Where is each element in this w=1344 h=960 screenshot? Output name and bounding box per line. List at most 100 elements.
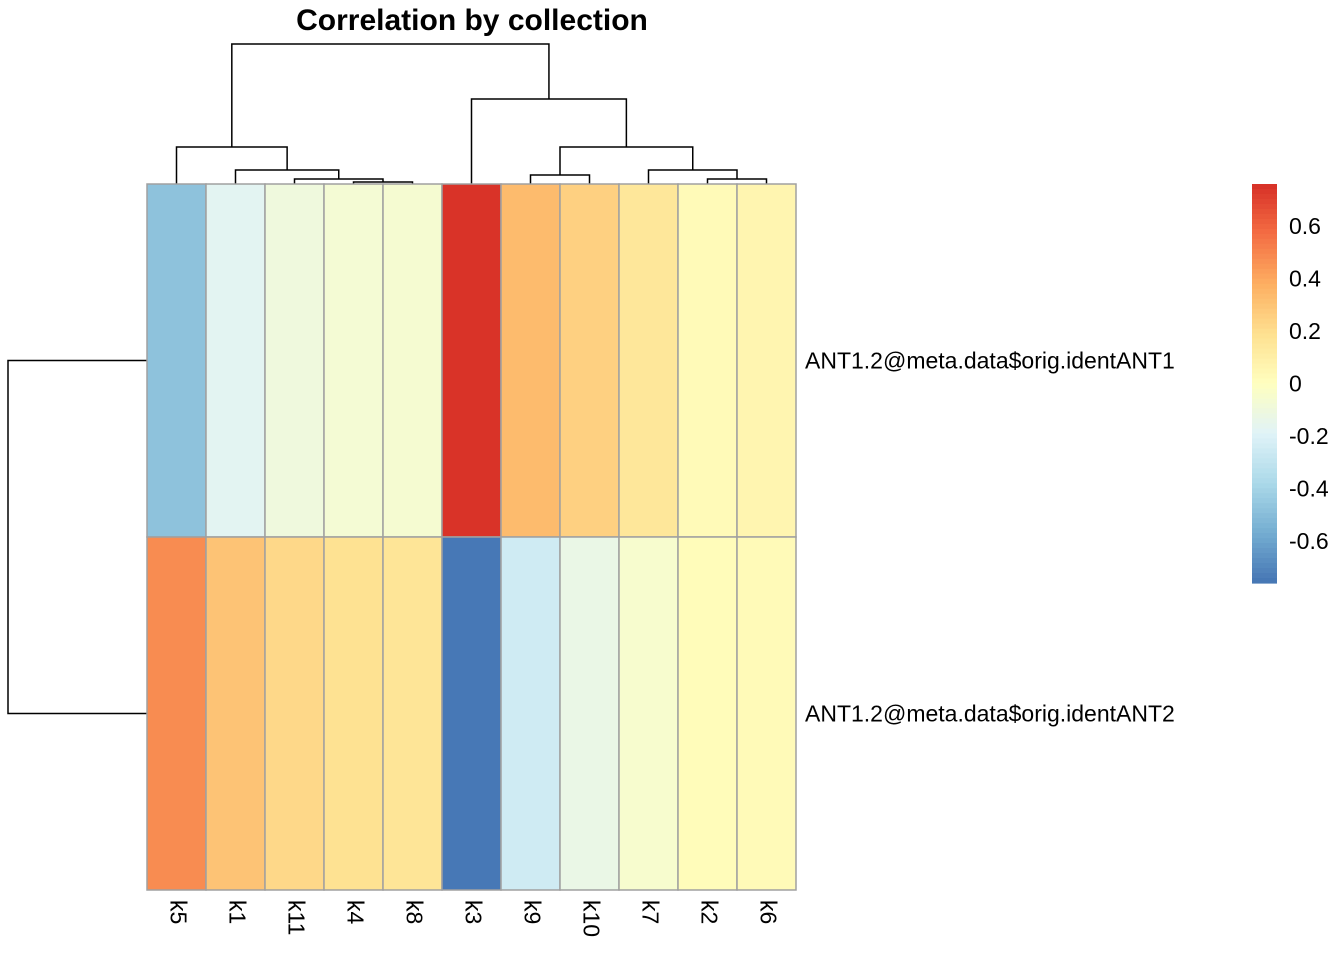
legend-swatch	[1252, 393, 1277, 400]
legend-swatch	[1252, 283, 1277, 290]
heatmap-cell-k9-row1	[500, 183, 561, 538]
legend-swatch	[1252, 323, 1277, 330]
row-label-1: ANT1.2@meta.data$orig.identANT1	[805, 348, 1175, 374]
column-label-k10: k10	[578, 900, 604, 937]
legend-swatch	[1252, 368, 1277, 375]
heatmap-cell-k2-row2	[677, 536, 738, 891]
column-label-k3: k3	[460, 900, 486, 924]
legend-swatch	[1252, 373, 1277, 380]
legend-swatch	[1252, 498, 1277, 504]
legend-swatch	[1252, 318, 1277, 325]
legend-swatch	[1252, 248, 1277, 255]
legend-swatch	[1252, 308, 1277, 315]
heatmap-cell-k3-row1	[441, 183, 502, 538]
legend-swatch	[1252, 478, 1277, 484]
dendro-branch-k3	[470, 98, 628, 184]
legend-swatch	[1252, 488, 1277, 494]
legend-tick-label: 0.4	[1289, 266, 1321, 292]
legend-swatch	[1252, 533, 1277, 539]
legend-swatch	[1252, 273, 1277, 280]
legend-swatch	[1252, 193, 1277, 200]
legend-swatch	[1252, 493, 1277, 499]
heatmap-cell-k7-row1	[618, 183, 679, 538]
legend-swatch	[1252, 433, 1277, 439]
heatmap-cells	[146, 183, 797, 891]
legend-swatch	[1252, 348, 1277, 355]
legend-swatch	[1252, 353, 1277, 360]
row-dendrogram	[7, 359, 147, 715]
row-labels: ANT1.2@meta.data$orig.identANT1 ANT1.2@me…	[805, 348, 1175, 727]
legend-swatch	[1252, 188, 1277, 195]
legend-swatch	[1252, 293, 1277, 300]
legend-swatch	[1252, 513, 1277, 519]
legend-swatch	[1252, 343, 1277, 350]
column-dendrogram	[175, 43, 768, 184]
column-label-k1: k1	[224, 900, 250, 924]
legend-swatch	[1252, 458, 1277, 464]
heatmap-cell-k10-row2	[559, 536, 620, 891]
legend-swatch	[1252, 288, 1277, 295]
heatmap-cell-k10-row1	[559, 183, 620, 538]
legend-tick-label: 0	[1289, 371, 1302, 397]
legend-swatch	[1252, 328, 1277, 335]
legend-swatch	[1252, 278, 1277, 285]
column-label-k6: k6	[755, 900, 781, 924]
row-dendro-root	[7, 359, 147, 715]
legend-swatch	[1252, 383, 1277, 390]
legend-swatch	[1252, 388, 1277, 395]
heatmap-cell-k5-row1	[146, 183, 207, 538]
heatmap-cell-k8-row2	[382, 536, 443, 891]
heatmap-cell-k9-row2	[500, 536, 561, 891]
legend-swatch	[1252, 213, 1277, 220]
legend-tick-label: -0.6	[1289, 528, 1329, 554]
heatmap-cell-k8-row1	[382, 183, 443, 538]
legend-swatch	[1252, 218, 1277, 225]
dendro-branch-k1	[234, 169, 340, 184]
heatmap-cell-k4-row2	[323, 536, 384, 891]
heatmap-cell-k1-row2	[205, 536, 266, 891]
legend-swatch	[1252, 403, 1277, 410]
heatmap-cell-k1-row1	[205, 183, 266, 538]
legend-swatch	[1252, 243, 1277, 250]
dendro-branch-k7	[647, 169, 738, 184]
dendro-branch-k9-k10	[529, 174, 591, 184]
legend-swatch	[1252, 268, 1277, 275]
column-label-k5: k5	[165, 900, 191, 924]
legend-swatch	[1252, 263, 1277, 270]
legend-swatch	[1252, 553, 1277, 559]
column-label-k8: k8	[401, 900, 427, 924]
legend-swatch	[1252, 503, 1277, 509]
column-label-k4: k4	[342, 900, 368, 925]
heatmap-cell-k11-row1	[264, 183, 325, 538]
legend-swatch	[1252, 313, 1277, 320]
heatmap-cell-k4-row1	[323, 183, 384, 538]
legend-swatch	[1252, 203, 1277, 210]
legend-swatch	[1252, 573, 1277, 579]
legend-tick-label: -0.2	[1289, 423, 1329, 449]
legend-swatch	[1252, 548, 1277, 554]
heatmap-cell-k2-row1	[677, 183, 738, 538]
column-label-k11: k11	[283, 900, 309, 935]
legend-swatch	[1252, 228, 1277, 235]
legend-swatch	[1252, 483, 1277, 489]
legend-swatch	[1252, 568, 1277, 574]
legend-swatch	[1252, 418, 1277, 424]
row-label-2: ANT1.2@meta.data$orig.identANT2	[805, 701, 1175, 727]
legend-swatch	[1252, 253, 1277, 260]
legend-swatch	[1252, 223, 1277, 230]
legend-swatch	[1252, 198, 1277, 205]
legend-swatch	[1252, 528, 1277, 534]
legend-swatch	[1252, 508, 1277, 514]
legend-swatch	[1252, 378, 1277, 385]
legend-swatch	[1252, 448, 1277, 454]
legend-swatch	[1252, 453, 1277, 459]
legend-swatch	[1252, 428, 1277, 434]
legend-swatch	[1252, 468, 1277, 474]
legend-tick-label: 0.6	[1289, 213, 1321, 239]
legend-swatch	[1252, 333, 1277, 340]
heatmap-cell-k11-row2	[264, 536, 325, 891]
column-label-k7: k7	[637, 900, 663, 924]
chart-title: Correlation by collection	[296, 4, 648, 37]
legend-swatch	[1252, 563, 1277, 569]
